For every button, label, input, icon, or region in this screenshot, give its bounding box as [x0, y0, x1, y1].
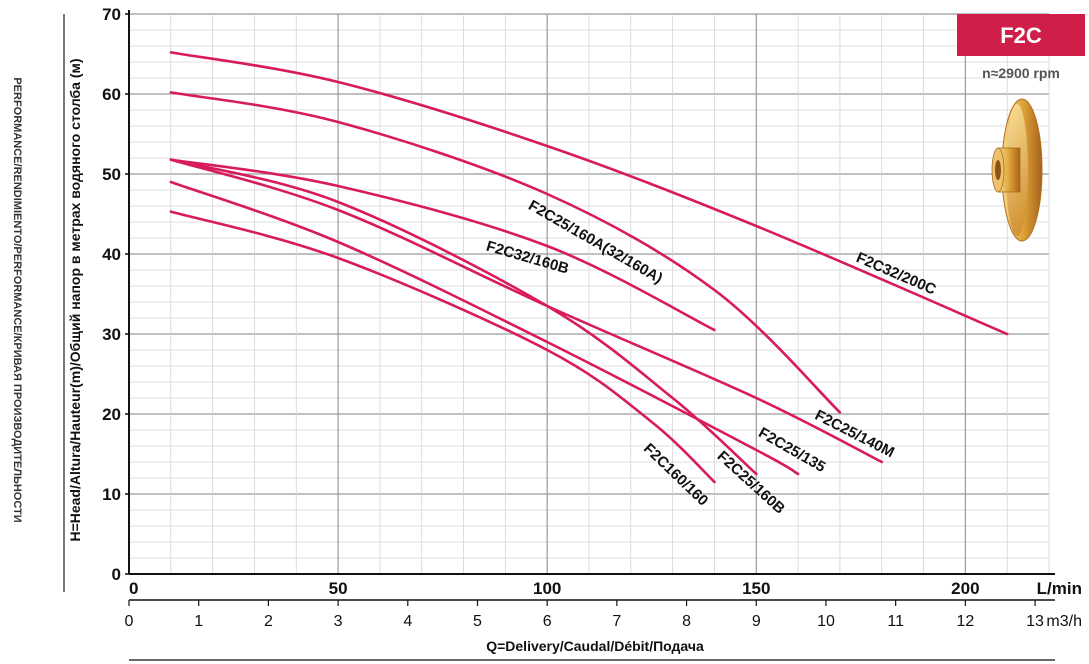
x-unit-lmin: L/min: [1037, 579, 1082, 598]
y-tick-label: 70: [102, 5, 121, 24]
curve-label: F2C160/160: [640, 440, 711, 509]
curve-f2c25-160b: [169, 158, 758, 476]
side-title: PERFORMANCE/RENDIMIENTO/PERFORMANCE/КРИВ…: [11, 77, 23, 522]
x-tick-label: 0: [129, 579, 138, 598]
curve-label: F2C25/160A(32/160A): [525, 197, 665, 287]
curve-f2c25-160a-32-160a-: [169, 91, 842, 414]
m3h-tick-label: 12: [956, 613, 974, 630]
x-axis-title: Q=Delivery/Caudal/Débit/Подача: [486, 638, 704, 654]
m3h-tick-labels: 0 1 2 3 4 5 6 7 8 9 10 11 12 13: [125, 600, 1044, 630]
y-tick-label: 40: [102, 245, 121, 264]
m3h-tick-label: 8: [682, 613, 691, 630]
y-axis-title: H=Head/Altura/Hauteur(m)/Общий напор в м…: [67, 58, 83, 541]
model-badge-label: F2C: [1000, 23, 1042, 48]
curve-f2c25-140m: [169, 158, 884, 464]
m3h-tick-label: 5: [473, 613, 482, 630]
m3h-tick-label: 13: [1026, 613, 1044, 630]
chart-axes: [63, 10, 1055, 661]
y-tick-labels: 0 10 20 30 40 50 60 70: [102, 5, 129, 584]
m3h-tick-label: 3: [334, 613, 343, 630]
y-tick-label: 0: [112, 565, 121, 584]
curve-f2c160-160: [169, 210, 716, 484]
m3h-tick-label: 0: [125, 613, 134, 630]
curve-f2c25-135: [169, 180, 800, 476]
curve-label: F2C25/160B: [714, 448, 789, 518]
impeller-icon: [991, 98, 1043, 242]
curve-label: F2C32/160B: [484, 238, 571, 278]
curve-f2c32-160b: [169, 158, 716, 332]
x-tick-labels: 0 50 100 150 200: [129, 579, 980, 598]
pump-curves: [169, 51, 1009, 484]
x-tick-label: 150: [742, 579, 770, 598]
x-tick-label: 100: [533, 579, 561, 598]
m3h-tick-label: 11: [887, 613, 904, 630]
m3h-tick-label: 6: [543, 613, 552, 630]
y-tick-label: 30: [102, 325, 121, 344]
curve-label: F2C25/140M: [812, 407, 897, 462]
m3h-tick-label: 9: [752, 613, 761, 630]
speed-label: n≈2900 rpm: [982, 65, 1060, 81]
curve-f2c32-200c: [169, 51, 1009, 336]
pump-curve-labels: F2C32/200CF2C25/160A(32/160A)F2C32/160BF…: [484, 197, 938, 518]
m3h-tick-label: 7: [612, 613, 621, 630]
y-tick-label: 20: [102, 405, 121, 424]
y-tick-label: 60: [102, 85, 121, 104]
m3h-tick-label: 10: [817, 613, 835, 630]
x-tick-label: 50: [329, 579, 348, 598]
m3h-tick-label: 2: [264, 613, 273, 630]
y-tick-label: 50: [102, 165, 121, 184]
model-badge: [957, 14, 1085, 56]
chart-grid: [128, 13, 1050, 575]
curve-label: F2C25/135: [756, 424, 829, 476]
m3h-tick-label: 1: [194, 613, 203, 630]
x-unit-m3h: m3/h: [1046, 613, 1082, 630]
y-tick-label: 10: [102, 485, 121, 504]
m3h-tick-label: 4: [403, 613, 412, 630]
x-tick-label: 200: [951, 579, 979, 598]
